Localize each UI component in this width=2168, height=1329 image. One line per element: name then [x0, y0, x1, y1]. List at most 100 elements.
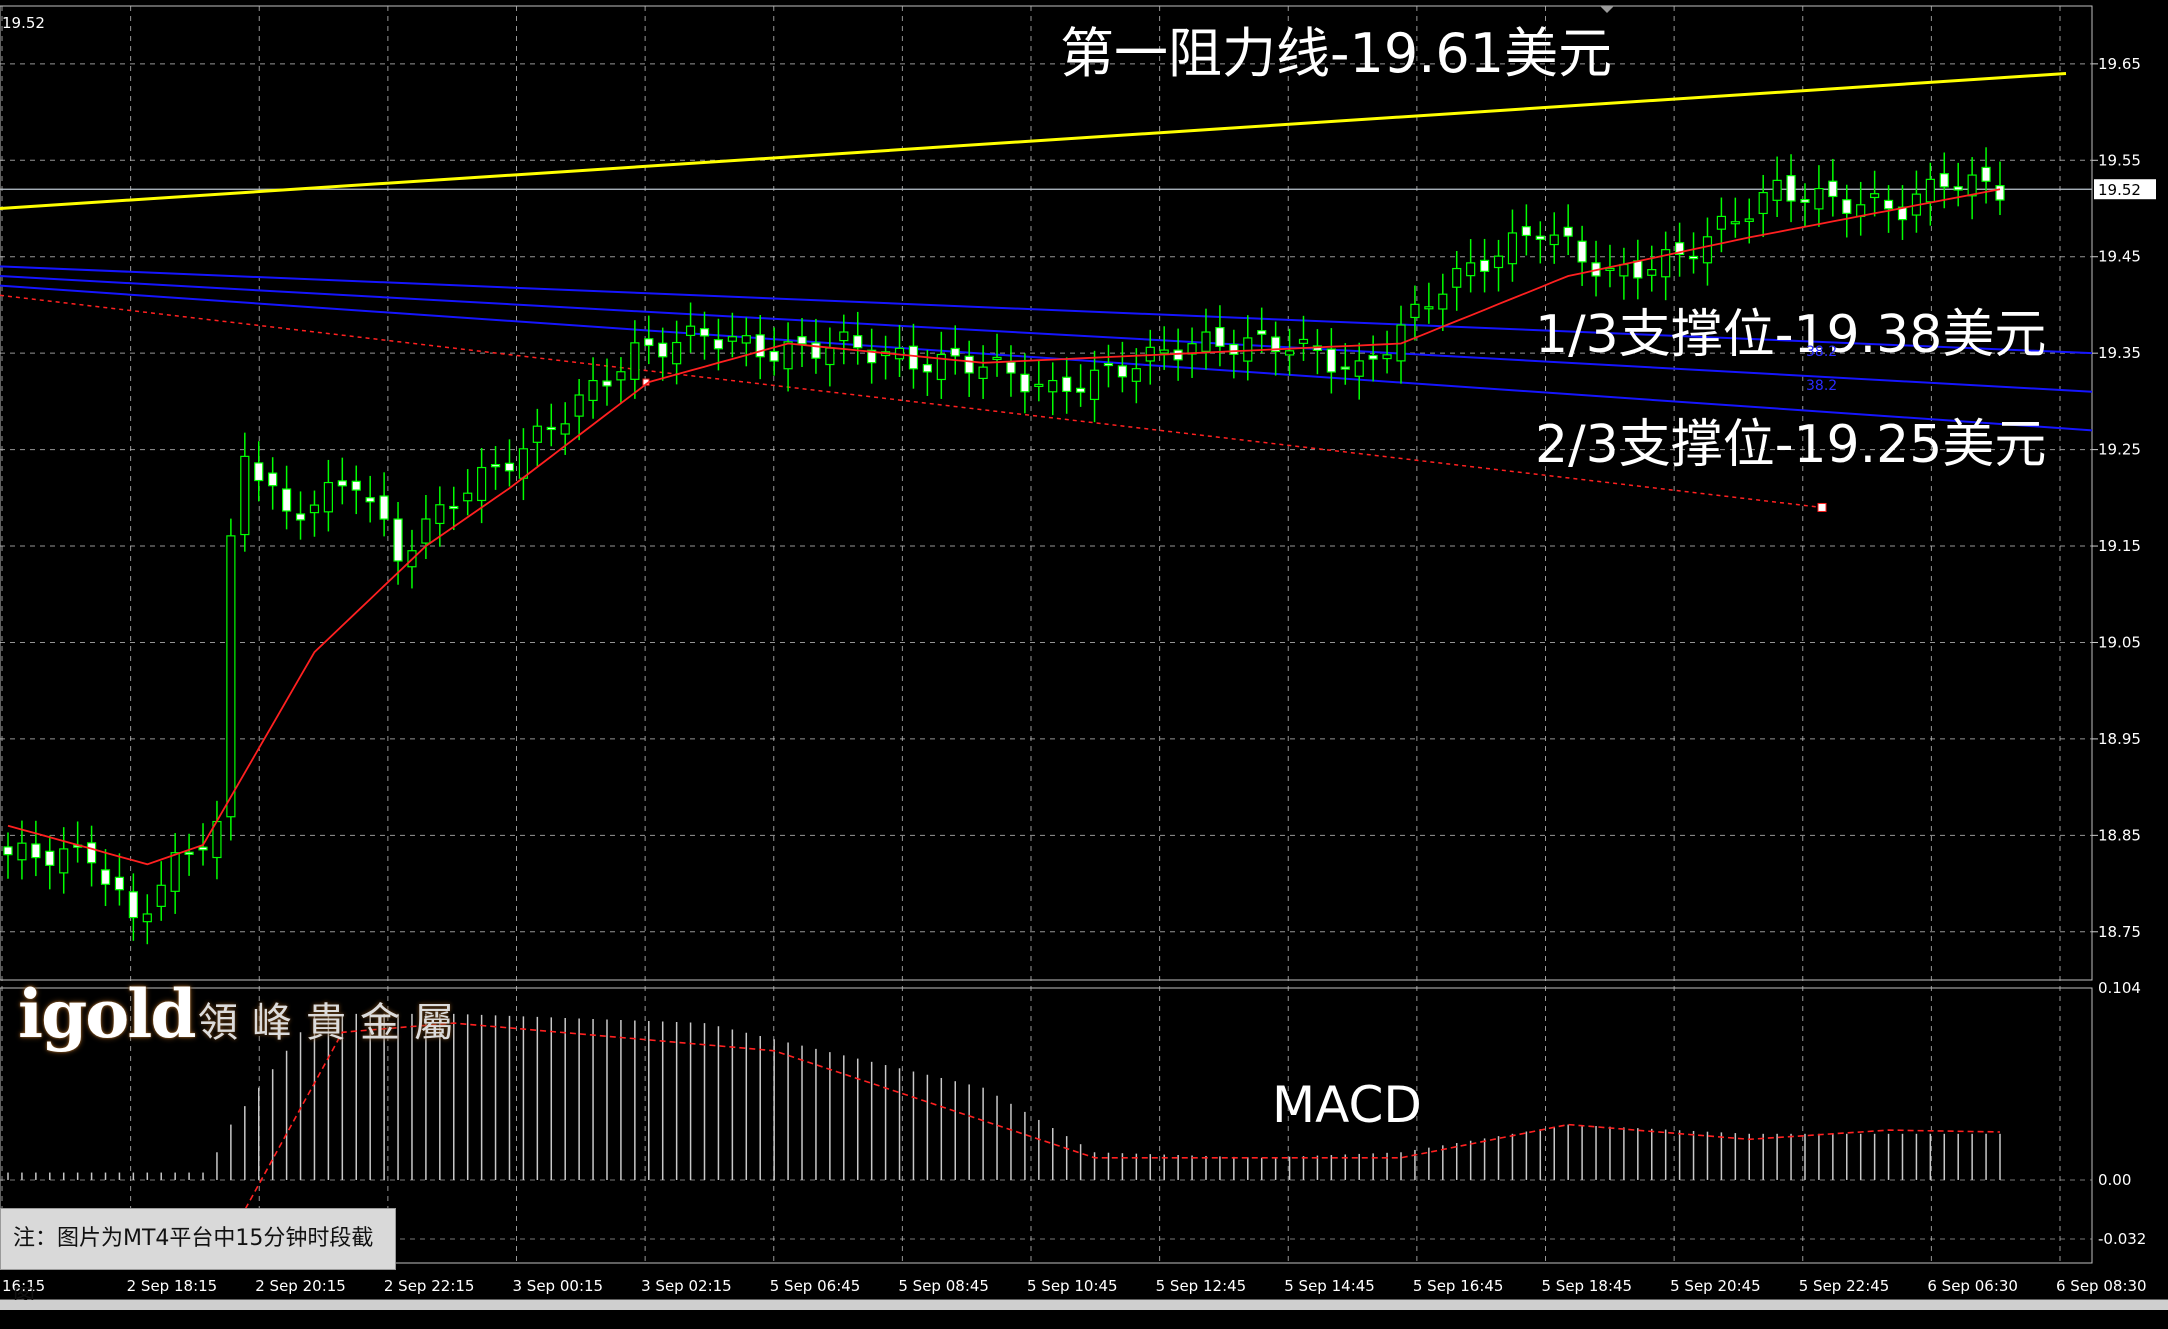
candle-body — [1229, 343, 1239, 355]
candle-body — [100, 869, 111, 885]
fib-label-2: 38.2 — [1806, 378, 1837, 394]
candle-body — [644, 338, 654, 347]
candle-body — [1870, 193, 1880, 199]
candle-body — [1716, 215, 1726, 230]
candle-body — [936, 353, 946, 381]
channel-line — [0, 275, 2093, 393]
candle-body — [755, 334, 765, 358]
candle-body — [727, 336, 737, 342]
candle-body — [477, 466, 487, 502]
channel-line — [0, 284, 2093, 432]
time-tick-label: 5 Sep 12:45 — [1156, 1277, 1247, 1295]
fib-label-1: 38.2 — [1806, 344, 1837, 360]
candle-body — [992, 356, 1002, 361]
candle-body — [630, 342, 640, 380]
candles — [3, 147, 2005, 945]
time-tick-label: 6 Sep 06:30 — [1927, 1277, 2018, 1295]
candle-body — [1340, 366, 1350, 370]
ma-line — [7, 188, 2001, 866]
candle-body — [114, 876, 125, 891]
candle-body — [1368, 354, 1378, 360]
candle-body — [546, 426, 556, 431]
bottom-tab-strip — [0, 1300, 2168, 1310]
time-tick-label: 2 Sep 18:15 — [127, 1277, 218, 1295]
resistance-annotation: 第一阻力线-19.61美元 — [1060, 22, 1612, 85]
candle-body — [240, 455, 250, 536]
candle-body — [170, 852, 180, 892]
candle-body — [1730, 221, 1740, 225]
candle-body — [1925, 178, 1935, 203]
time-tick-label: 2 Sep 20:15 — [255, 1277, 346, 1295]
candle-body — [393, 518, 403, 562]
candle-body — [978, 366, 988, 380]
candle-body — [1758, 192, 1768, 215]
candle-body — [602, 380, 612, 387]
candle-body — [1062, 376, 1072, 392]
axis-labels: 19.65 19.55 19.45 19.35 19.25 19.15 19.05 18.95… — [2, 55, 2156, 1295]
top-left-price: 19.52 — [2, 14, 45, 32]
candle-body — [3, 846, 13, 856]
candle-body — [1507, 232, 1518, 265]
candle-body — [1521, 226, 1531, 237]
candle-body — [532, 425, 542, 443]
candle-body — [1201, 331, 1211, 352]
candle-body — [1438, 293, 1448, 310]
candle-body — [351, 480, 361, 491]
candle-body — [560, 423, 570, 435]
dotted-trend-line — [0, 294, 1823, 509]
candle-body — [128, 891, 138, 919]
candle-body — [811, 342, 821, 359]
macd-tick-label: -0.032 — [2098, 1230, 2146, 1248]
candle-body — [1828, 180, 1838, 198]
candle-body — [1675, 242, 1685, 255]
candle-body — [282, 488, 292, 512]
candle-body — [1633, 260, 1643, 279]
candle-body — [309, 504, 320, 514]
time-tick-label: 5 Sep 18:45 — [1542, 1277, 1633, 1295]
candle-body — [797, 336, 807, 345]
candle-body — [365, 497, 375, 503]
time-tick-label: 5 Sep 16:45 — [1413, 1277, 1504, 1295]
macd-tick-label: 0.00 — [2098, 1171, 2131, 1189]
price-tick-label: 19.05 — [2098, 633, 2141, 651]
time-tick-label: 5 Sep 10:45 — [1027, 1277, 1118, 1295]
time-tick-label: 5 Sep 22:45 — [1799, 1277, 1890, 1295]
candle-body — [45, 850, 55, 866]
candle-body — [504, 462, 515, 472]
candle-body — [1549, 234, 1559, 246]
candle-body — [1089, 369, 1100, 401]
candle-body — [672, 341, 682, 365]
candle-body — [1493, 255, 1504, 269]
moving-average — [7, 188, 2001, 866]
price-tick-label: 18.85 — [2098, 826, 2141, 844]
grid-lines — [0, 6, 2092, 1263]
candle-body — [268, 472, 278, 487]
macd-signal-line — [230, 1022, 2001, 1236]
candle-body — [142, 913, 152, 923]
price-tick-label: 19.45 — [2098, 248, 2141, 266]
support-1-3-annotation: 1/3支撑位-19.38美元 — [1535, 305, 2046, 365]
candle-body — [86, 842, 97, 864]
candle-body — [1647, 269, 1657, 276]
price-tick-label: 18.75 — [2098, 923, 2141, 941]
candle-body — [1215, 327, 1225, 347]
time-tick-label: 5 Sep 20:45 — [1670, 1277, 1761, 1295]
candle-body — [1424, 306, 1434, 310]
candle-body — [295, 513, 306, 521]
igold-logo: igold — [18, 975, 196, 1053]
shift-marker — [1600, 6, 1614, 13]
time-tick-label: 5 Sep 14:45 — [1284, 1277, 1375, 1295]
candle-body — [1159, 349, 1169, 354]
candle-body — [337, 480, 347, 487]
candle-body — [1271, 336, 1281, 353]
price-pane-frame — [0, 5, 2093, 981]
candle-body — [685, 325, 696, 337]
candle-body — [17, 842, 27, 861]
candle-body — [1967, 174, 1977, 197]
candle-body — [1814, 188, 1824, 210]
candle-body — [198, 846, 208, 851]
candle-body — [449, 505, 459, 510]
candle-body — [184, 851, 194, 855]
candle-body — [379, 495, 389, 520]
